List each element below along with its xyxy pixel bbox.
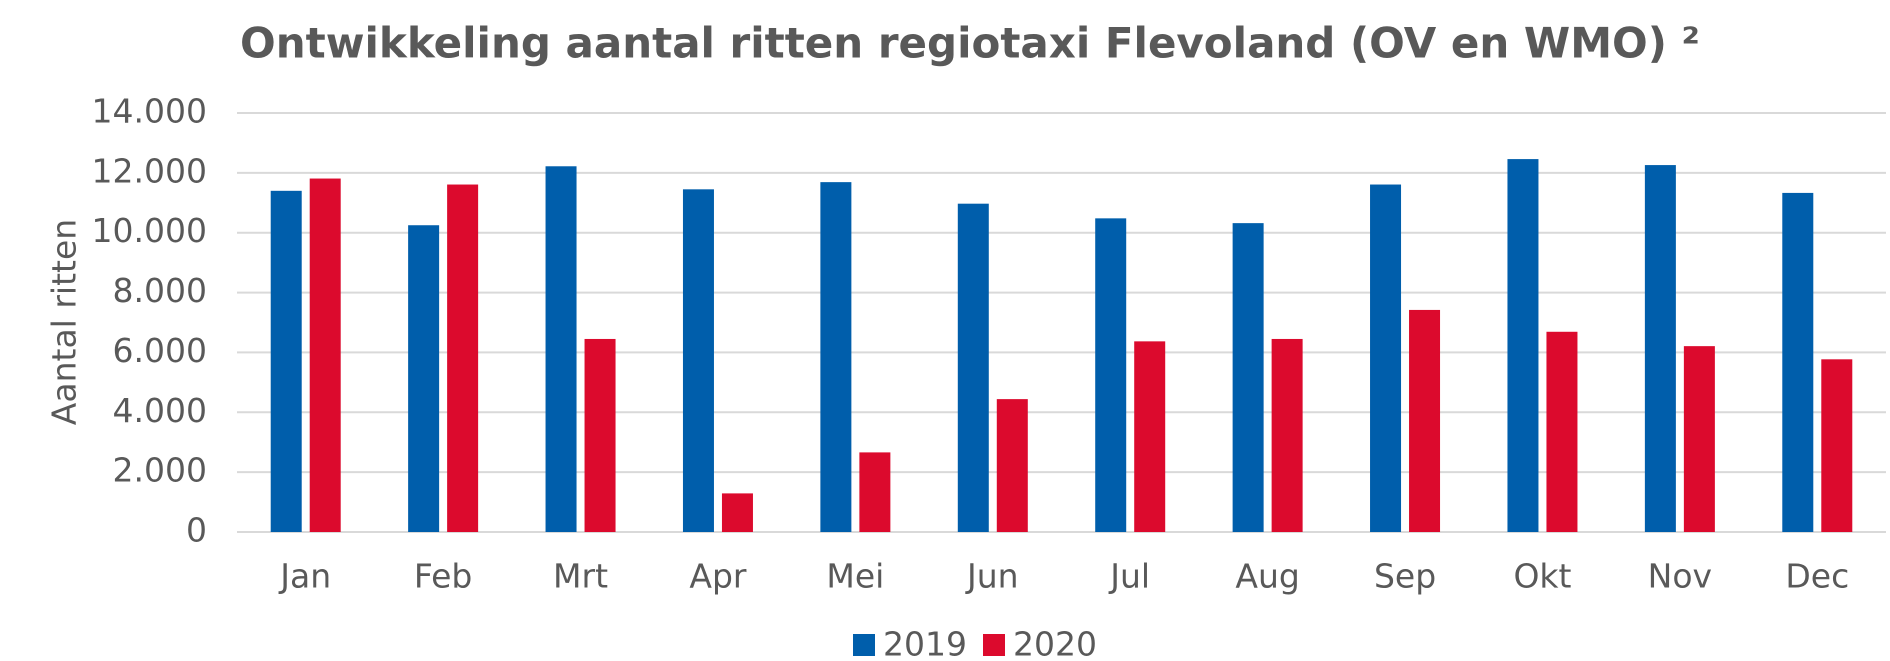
legend-label: 2020 <box>1013 625 1097 661</box>
bar <box>1782 192 1814 532</box>
x-tick-label: Mei <box>826 557 884 596</box>
x-tick-label: Nov <box>1648 557 1712 596</box>
x-tick-label: Aug <box>1235 557 1299 596</box>
y-axis-title: Aantal ritten <box>45 219 84 425</box>
bar <box>584 338 616 532</box>
bar <box>1507 159 1539 532</box>
bar <box>1546 331 1578 532</box>
x-tick-label: Jan <box>278 557 331 596</box>
x-tick-label: Mrt <box>553 557 608 596</box>
bar <box>682 189 714 532</box>
x-tick-label: Apr <box>689 557 747 596</box>
x-tick-label: Feb <box>414 557 472 596</box>
chart-title: Ontwikkeling aantal ritten regiotaxi Fle… <box>240 19 1700 68</box>
y-tick-label: 14.000 <box>92 92 207 131</box>
bar <box>309 178 341 532</box>
legend-swatch <box>983 634 1005 656</box>
x-tick-label: Sep <box>1374 557 1436 596</box>
y-tick-label: 10.000 <box>92 211 207 250</box>
bar <box>996 399 1028 532</box>
y-tick-label: 2.000 <box>113 451 207 490</box>
x-tick-label: Okt <box>1513 557 1571 596</box>
bar <box>1271 338 1303 532</box>
bar <box>721 493 753 532</box>
y-tick-label: 0 <box>186 511 207 550</box>
bar <box>1644 165 1676 532</box>
bar <box>957 203 989 532</box>
bar <box>1409 309 1441 532</box>
bar <box>1134 341 1166 532</box>
x-tick-label: Jul <box>1108 557 1150 596</box>
y-tick-label: 4.000 <box>113 391 207 430</box>
y-tick-label: 6.000 <box>113 331 207 370</box>
bar <box>1095 218 1127 532</box>
bar <box>820 182 852 532</box>
bar <box>1370 184 1402 532</box>
y-tick-label: 12.000 <box>92 151 207 190</box>
legend-label: 2019 <box>883 625 967 661</box>
legend-swatch <box>853 634 875 656</box>
bar <box>270 190 302 533</box>
bar <box>1232 223 1264 532</box>
bar <box>859 452 891 532</box>
x-tick-label: Jun <box>965 557 1019 596</box>
bar <box>447 184 479 532</box>
bar <box>1683 346 1715 532</box>
bar <box>408 225 440 532</box>
x-tick-label: Dec <box>1785 557 1849 596</box>
y-tick-label: 8.000 <box>113 271 207 310</box>
bar <box>1821 359 1853 532</box>
bar <box>545 166 577 532</box>
